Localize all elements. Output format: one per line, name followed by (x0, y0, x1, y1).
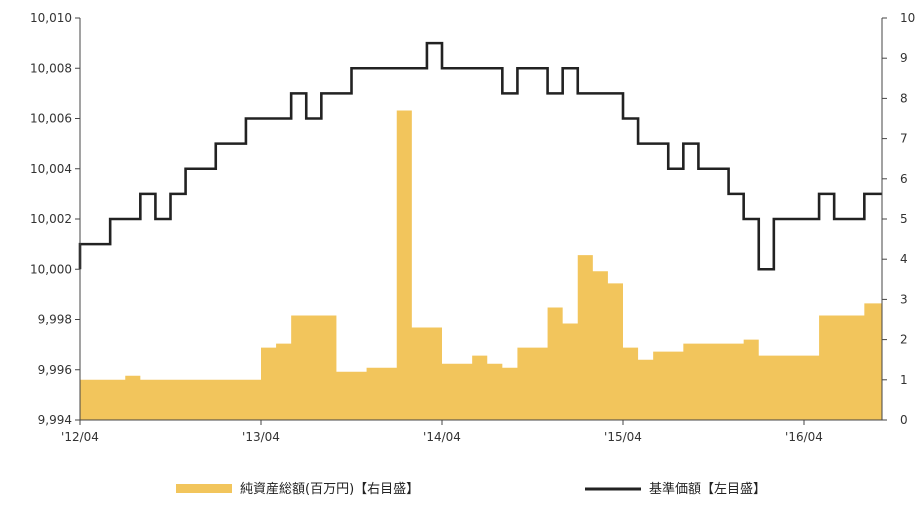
right-tick-label: 1 (900, 373, 908, 387)
left-tick-label: 10,000 (30, 262, 72, 276)
legend: 純資産総額(百万円)【右目盛】 基準価額【左目盛】 (176, 481, 766, 497)
right-tick-label: 8 (900, 91, 908, 105)
left-tick-label: 9,994 (38, 413, 72, 427)
right-tick-label: 9 (900, 51, 908, 65)
left-tick-label: 10,010 (30, 11, 72, 25)
left-axis: 9,994 9,996 9,998 10,000 10,002 10,004 10,006 1… (30, 11, 81, 427)
line-series-nav (78, 41, 882, 271)
left-tick-label: 9,998 (38, 313, 72, 327)
right-tick-label: 10 (900, 11, 915, 25)
right-tick-label: 7 (900, 132, 908, 146)
left-tick-label: 10,006 (30, 112, 72, 126)
right-tick-label: 5 (900, 212, 908, 226)
x-axis: '12/04 '13/04 '14/04 '15/04 '16/04 (61, 419, 882, 444)
right-tick-label: 0 (900, 413, 908, 427)
left-tick-label: 10,004 (30, 162, 72, 176)
area-series-net-assets (80, 110, 882, 421)
legend-line-label: 基準価額【左目盛】 (649, 481, 766, 497)
x-tick-label: '13/04 (242, 430, 280, 444)
right-axis: 0 1 2 3 4 5 6 7 8 9 10 (881, 11, 915, 427)
right-tick-label: 2 (900, 333, 908, 347)
left-tick-label: 10,008 (30, 61, 72, 75)
right-tick-label: 3 (900, 292, 908, 306)
plot-area (78, 41, 882, 421)
x-tick-label: '15/04 (604, 430, 642, 444)
x-tick-label: '16/04 (785, 430, 823, 444)
legend-area-swatch (176, 484, 232, 493)
legend-area-label: 純資産総額(百万円)【右目盛】 (240, 481, 419, 497)
left-tick-label: 10,002 (30, 212, 72, 226)
x-tick-label: '12/04 (61, 430, 99, 444)
right-tick-label: 4 (900, 252, 908, 266)
right-tick-label: 6 (900, 172, 908, 186)
left-tick-label: 9,996 (38, 363, 72, 377)
x-tick-label: '14/04 (423, 430, 461, 444)
